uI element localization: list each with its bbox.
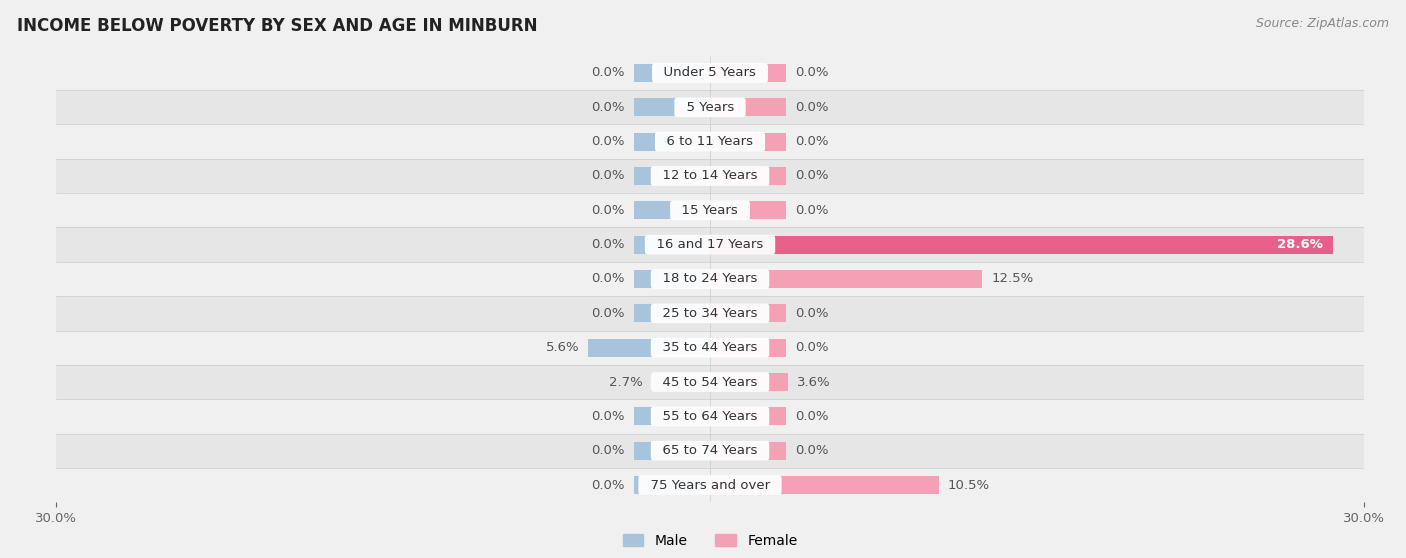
Text: 3.6%: 3.6% — [797, 376, 831, 388]
Bar — [710, 442, 786, 460]
Text: 0.0%: 0.0% — [794, 444, 828, 457]
Text: 0.0%: 0.0% — [592, 238, 626, 251]
Bar — [710, 339, 786, 357]
Text: 0.0%: 0.0% — [592, 307, 626, 320]
Bar — [56, 193, 1364, 228]
Text: 0.0%: 0.0% — [794, 307, 828, 320]
Bar — [634, 201, 710, 219]
Bar — [634, 442, 710, 460]
Text: 0.0%: 0.0% — [592, 444, 626, 457]
Text: 0.0%: 0.0% — [592, 479, 626, 492]
Text: 18 to 24 Years: 18 to 24 Years — [654, 272, 766, 286]
Bar — [56, 56, 1364, 90]
Text: 45 to 54 Years: 45 to 54 Years — [654, 376, 766, 388]
Text: 0.0%: 0.0% — [592, 204, 626, 217]
Text: Under 5 Years: Under 5 Years — [655, 66, 765, 79]
Bar — [634, 476, 710, 494]
Bar — [56, 159, 1364, 193]
Bar — [710, 305, 786, 323]
Text: 0.0%: 0.0% — [794, 410, 828, 423]
Text: 0.0%: 0.0% — [592, 410, 626, 423]
Bar — [710, 201, 786, 219]
Text: 12 to 14 Years: 12 to 14 Years — [654, 170, 766, 182]
Bar — [56, 228, 1364, 262]
Text: 0.0%: 0.0% — [794, 341, 828, 354]
Bar — [651, 373, 710, 391]
Text: 5 Years: 5 Years — [678, 101, 742, 114]
Text: 0.0%: 0.0% — [592, 170, 626, 182]
Text: 25 to 34 Years: 25 to 34 Years — [654, 307, 766, 320]
Text: 2.7%: 2.7% — [609, 376, 643, 388]
Bar — [634, 98, 710, 116]
Text: 0.0%: 0.0% — [794, 204, 828, 217]
Text: 0.0%: 0.0% — [592, 272, 626, 286]
Bar — [710, 373, 789, 391]
Text: 10.5%: 10.5% — [948, 479, 990, 492]
Text: 0.0%: 0.0% — [794, 170, 828, 182]
Legend: Male, Female: Male, Female — [617, 528, 803, 554]
Bar — [634, 167, 710, 185]
Text: 28.6%: 28.6% — [1277, 238, 1323, 251]
Bar — [710, 167, 786, 185]
Bar — [56, 399, 1364, 434]
Bar — [710, 407, 786, 425]
Text: 35 to 44 Years: 35 to 44 Years — [654, 341, 766, 354]
Text: 65 to 74 Years: 65 to 74 Years — [654, 444, 766, 457]
Bar — [710, 270, 983, 288]
Text: 5.6%: 5.6% — [546, 341, 579, 354]
Text: INCOME BELOW POVERTY BY SEX AND AGE IN MINBURN: INCOME BELOW POVERTY BY SEX AND AGE IN M… — [17, 17, 537, 35]
Bar — [56, 262, 1364, 296]
Bar — [56, 365, 1364, 399]
Text: 0.0%: 0.0% — [592, 135, 626, 148]
Bar — [56, 124, 1364, 159]
Bar — [710, 476, 939, 494]
Text: 0.0%: 0.0% — [592, 66, 626, 79]
Bar — [634, 133, 710, 151]
Text: 0.0%: 0.0% — [592, 101, 626, 114]
Text: 55 to 64 Years: 55 to 64 Years — [654, 410, 766, 423]
Bar — [710, 64, 786, 82]
Bar — [634, 270, 710, 288]
Text: 0.0%: 0.0% — [794, 135, 828, 148]
Bar — [56, 330, 1364, 365]
Text: 6 to 11 Years: 6 to 11 Years — [658, 135, 762, 148]
Bar — [634, 235, 710, 253]
Text: 0.0%: 0.0% — [794, 66, 828, 79]
Bar — [56, 434, 1364, 468]
Bar — [634, 64, 710, 82]
Bar — [56, 468, 1364, 502]
Bar — [710, 235, 1333, 253]
Bar — [56, 296, 1364, 330]
Bar — [634, 305, 710, 323]
Bar — [588, 339, 710, 357]
Text: 15 Years: 15 Years — [673, 204, 747, 217]
Text: 75 Years and over: 75 Years and over — [641, 479, 779, 492]
Text: Source: ZipAtlas.com: Source: ZipAtlas.com — [1256, 17, 1389, 30]
Text: 12.5%: 12.5% — [991, 272, 1033, 286]
Bar — [634, 407, 710, 425]
Bar — [710, 133, 786, 151]
Text: 0.0%: 0.0% — [794, 101, 828, 114]
Bar — [710, 98, 786, 116]
Bar — [56, 90, 1364, 124]
Text: 16 and 17 Years: 16 and 17 Years — [648, 238, 772, 251]
